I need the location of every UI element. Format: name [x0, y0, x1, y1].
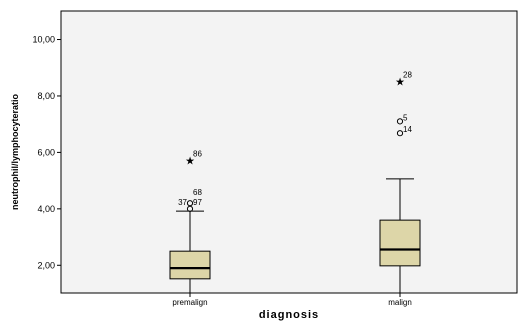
outlier-label: 28 [403, 70, 412, 79]
outlier-label: 14 [403, 125, 412, 134]
outlier-marker [186, 200, 194, 207]
plot-area [60, 10, 518, 294]
y-tick-label: 8,00 [37, 91, 55, 101]
iqr-box [169, 250, 211, 280]
x-axis-title: diagnosis [259, 309, 319, 321]
outlier-marker [396, 130, 404, 137]
y-tick-label: 2,00 [37, 260, 55, 270]
iqr-box [379, 219, 421, 267]
outlier-label: 68 [193, 188, 202, 197]
x-axis: premalign malign [172, 293, 412, 307]
x-tick-label: malign [388, 298, 412, 307]
outlier-marker [396, 118, 404, 125]
extreme-outlier-marker: ★ [395, 75, 405, 88]
y-tick-label: 6,00 [37, 147, 55, 157]
outlier-label: 86 [193, 149, 202, 158]
outlier-label: 5 [403, 113, 408, 122]
y-tick-label: 10,00 [32, 35, 55, 45]
box-group-malign: ★28 14 5 [379, 70, 421, 293]
extreme-outlier-marker: ★ [185, 154, 195, 167]
y-tick-label: 4,00 [37, 204, 55, 214]
x-tick-label: premalign [172, 298, 207, 307]
outlier-label: 97 [193, 198, 202, 207]
y-axis: 2,00 4,00 6,00 8,00 10,00 [32, 35, 61, 270]
y-axis-title: neutrophil/lymphocyteratio [10, 93, 20, 210]
outlier-label: 37 [178, 198, 187, 207]
